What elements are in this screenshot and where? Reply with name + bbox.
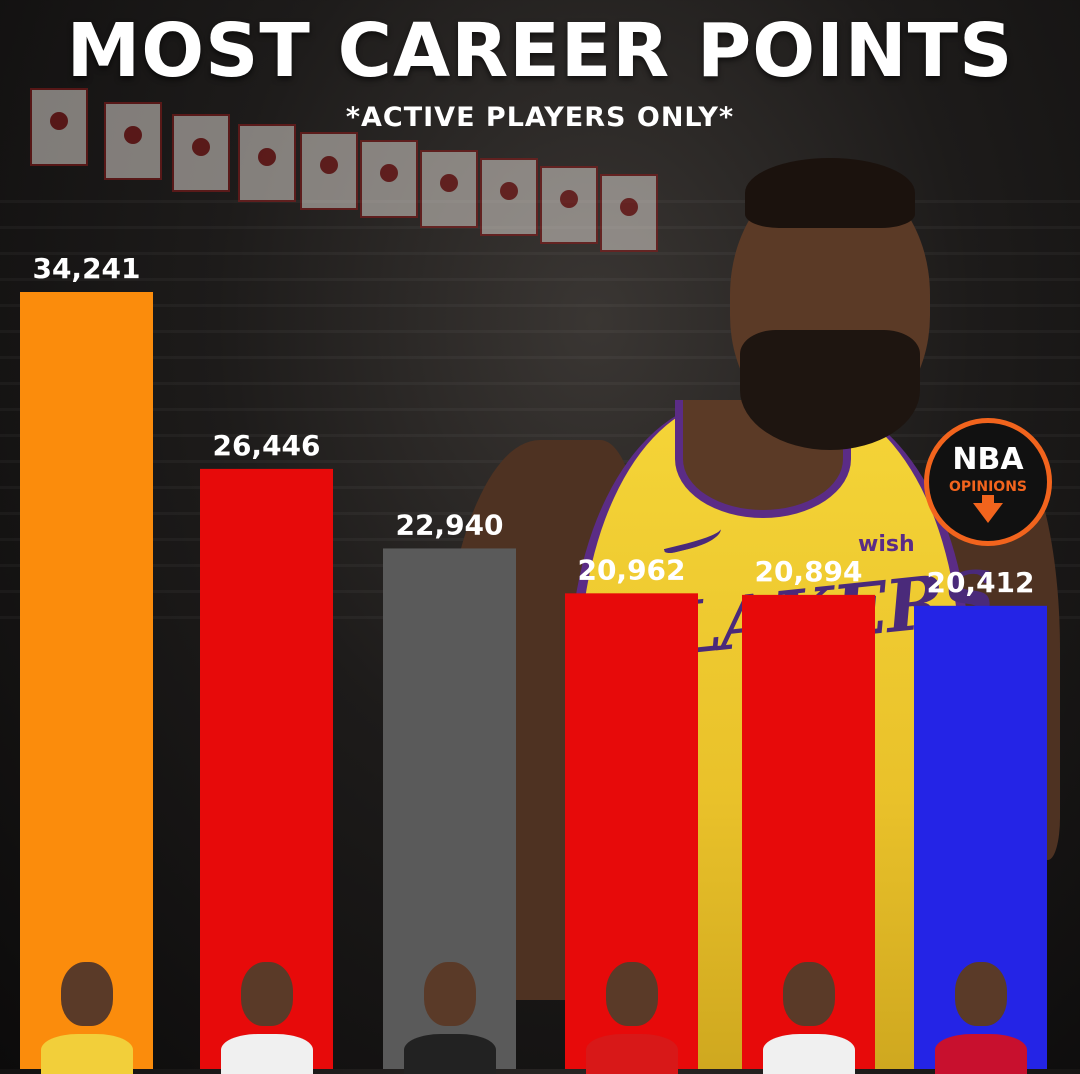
championship-banners (0, 88, 700, 252)
player-face (782, 962, 835, 1026)
banner (480, 158, 538, 236)
player-face (423, 962, 476, 1026)
player-headshot (929, 956, 1033, 1074)
chart-title: MOST CAREER POINTS (66, 8, 1014, 94)
player-headshot (215, 956, 319, 1074)
badge-line-opinions: OPINIONS (949, 479, 1027, 495)
banner (540, 166, 598, 244)
player-jersey (934, 1034, 1027, 1074)
bar-value-label: 20,894 (754, 555, 862, 588)
player-headshot (757, 956, 861, 1074)
player-face (954, 962, 1007, 1026)
player-headshot (580, 956, 684, 1074)
bar-value-label: 26,446 (212, 429, 320, 462)
player-jersey (40, 1034, 133, 1074)
banner (300, 132, 358, 210)
banner (172, 114, 230, 192)
bar-value-label: 20,412 (926, 566, 1034, 599)
player-jersey (220, 1034, 313, 1074)
banner (600, 174, 658, 252)
player-face (605, 962, 658, 1026)
bar-value-label: 20,962 (577, 553, 685, 586)
player-jersey (585, 1034, 678, 1074)
hero-beard (740, 330, 920, 450)
banner (420, 150, 478, 228)
chart-subtitle: *ACTIVE PLAYERS ONLY* (345, 102, 735, 133)
player-jersey (762, 1034, 855, 1074)
player-headshot (398, 956, 502, 1074)
bar-value-label: 34,241 (32, 252, 140, 285)
player-headshot (35, 956, 139, 1074)
arrow-down-icon (973, 503, 1003, 523)
banner (238, 124, 296, 202)
banner (104, 102, 162, 180)
badge-line-nba: NBA (952, 442, 1024, 477)
player-jersey (403, 1034, 496, 1074)
bar-value-label: 22,940 (395, 508, 503, 541)
banner (30, 88, 88, 166)
player-face (60, 962, 113, 1026)
nba-opinions-logo: NBA OPINIONS (924, 418, 1052, 546)
banner (360, 140, 418, 218)
bar-1 (20, 292, 153, 1069)
jersey-sponsor: wish (858, 532, 915, 557)
player-face (240, 962, 293, 1026)
hero-hair (745, 158, 915, 228)
arrow-down-icon-stem (982, 495, 994, 505)
